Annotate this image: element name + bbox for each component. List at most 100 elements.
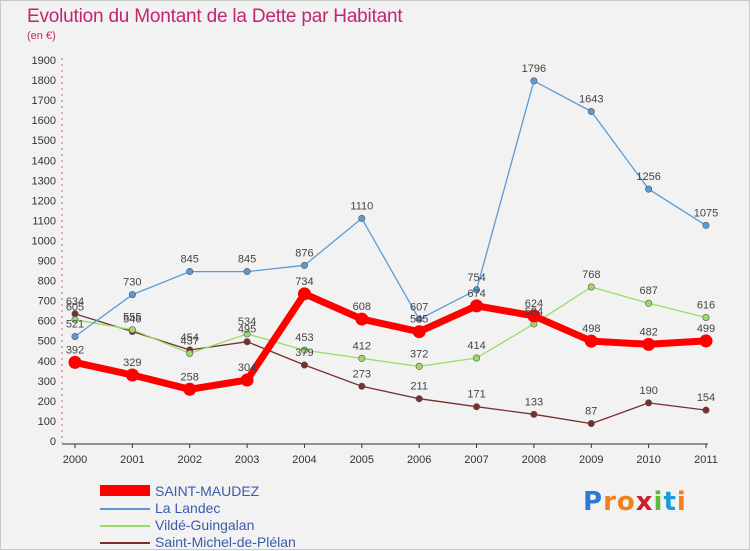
data-label: 1796	[522, 63, 546, 75]
data-point	[355, 312, 369, 326]
data-point	[71, 316, 79, 324]
data-point	[358, 214, 366, 222]
series-line-2	[74, 286, 707, 368]
data-label: 607	[410, 301, 428, 313]
data-label: 534	[238, 316, 256, 328]
logo-letter: o	[616, 487, 636, 517]
x-tick-label: 2011	[694, 454, 718, 466]
legend-label: SAINT-MAUDEZ	[155, 483, 260, 499]
y-tick-label: 100	[38, 416, 56, 428]
legend-label: Vildé-Guingalan	[155, 517, 255, 533]
y-tick-label: 1600	[32, 115, 56, 127]
data-label: 437	[181, 335, 199, 347]
y-tick-label: 800	[38, 276, 56, 288]
data-label: 372	[410, 348, 428, 360]
x-tick-label: 2007	[464, 454, 488, 466]
data-point	[358, 354, 366, 362]
data-label: 768	[582, 269, 600, 281]
data-point	[587, 420, 595, 428]
data-point	[128, 291, 136, 299]
data-label: 211	[410, 381, 428, 393]
data-point	[300, 346, 308, 354]
data-point	[243, 268, 251, 276]
x-tick-label: 2003	[235, 454, 259, 466]
data-label: 687	[639, 285, 657, 297]
x-tick-label: 2005	[350, 454, 374, 466]
x-tick-label: 2002	[177, 454, 201, 466]
y-tick-label: 1300	[32, 175, 56, 187]
data-label: 555	[123, 312, 141, 324]
data-labels: 392 329 258 304 734 608 545 674 624 498 482 499 521 7…	[66, 63, 718, 418]
data-label: 133	[525, 396, 543, 408]
y-tick-label: 1000	[32, 235, 56, 247]
data-label: 754	[467, 272, 485, 284]
y-tick-label: 300	[38, 376, 56, 388]
data-label: 616	[697, 299, 715, 311]
data-point	[645, 185, 653, 193]
series-layer	[68, 77, 713, 428]
data-point	[186, 349, 194, 357]
legend-label: Saint-Michel-de-Plélan	[155, 534, 296, 550]
y-tick-label: 500	[38, 336, 56, 348]
data-label: 608	[353, 301, 371, 313]
logo-letter: x	[635, 487, 654, 517]
data-point	[415, 395, 423, 403]
y-tick-label: 1800	[32, 75, 56, 87]
data-point	[702, 221, 710, 229]
data-label: 87	[585, 406, 597, 418]
data-point	[699, 334, 713, 348]
data-label: 495	[238, 324, 256, 336]
data-point	[584, 334, 598, 348]
y-tick-label: 1100	[32, 215, 56, 227]
logo-letter: t	[663, 487, 677, 517]
data-point	[587, 108, 595, 116]
data-point	[415, 315, 423, 323]
data-label: 605	[66, 302, 84, 314]
data-label: 1643	[579, 94, 603, 106]
data-label: 498	[582, 323, 600, 335]
legend-swatch-saint-michel-de-plelan	[100, 542, 150, 544]
axes: 0 100 200 300 400 500 600 700 800 900 1000 1100 1200…	[32, 55, 718, 466]
data-point	[530, 77, 538, 85]
y-tick-label: 1400	[32, 155, 56, 167]
legend-swatch-saint-maudez	[100, 485, 150, 496]
y-tick-label: 1700	[32, 95, 56, 107]
data-point	[415, 362, 423, 370]
data-label: 545	[410, 314, 428, 326]
data-point	[702, 313, 710, 321]
data-label: 521	[66, 319, 84, 331]
x-tick-label: 2001	[120, 454, 144, 466]
data-point	[530, 410, 538, 418]
chart-subtitle: (en €)	[27, 30, 56, 42]
data-label: 584	[525, 306, 543, 318]
data-label: 1075	[694, 207, 718, 219]
data-point	[68, 355, 82, 369]
data-point	[645, 299, 653, 307]
data-label: 876	[295, 247, 313, 259]
logo-letter: P	[583, 487, 604, 517]
x-tick-label: 2010	[636, 454, 660, 466]
data-label: 730	[123, 277, 141, 289]
data-point	[240, 373, 254, 387]
data-label: 845	[238, 254, 256, 266]
data-label: 1110	[350, 200, 373, 212]
data-label: 414	[467, 340, 485, 352]
y-tick-label: 1900	[32, 55, 56, 67]
x-tick-label: 2006	[407, 454, 431, 466]
y-tick-label: 600	[38, 316, 56, 328]
chart-title: Evolution du Montant de la Dette par Hab…	[27, 6, 403, 27]
data-point	[642, 337, 656, 351]
data-point	[473, 354, 481, 362]
data-label: 453	[295, 332, 313, 344]
data-label: 379	[295, 347, 313, 359]
data-label: 304	[238, 362, 256, 374]
data-label: 258	[181, 371, 199, 383]
data-point	[71, 333, 79, 341]
data-label: 546	[123, 314, 141, 326]
y-tick-label: 1200	[32, 195, 56, 207]
x-tick-label: 2000	[63, 454, 87, 466]
data-point	[645, 399, 653, 407]
data-label: 482	[639, 326, 657, 338]
legend-label: La Landec	[155, 500, 221, 516]
